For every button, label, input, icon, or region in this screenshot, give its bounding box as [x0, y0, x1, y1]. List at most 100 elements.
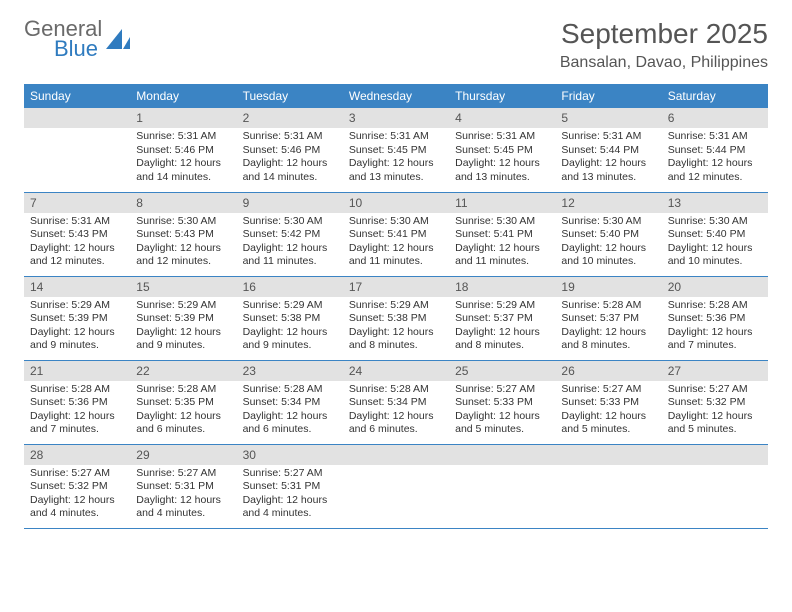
calendar-cell — [24, 108, 130, 192]
calendar-cell: 24Sunrise: 5:28 AMSunset: 5:34 PMDayligh… — [343, 360, 449, 444]
day-number: 27 — [662, 361, 768, 381]
calendar-cell: 12Sunrise: 5:30 AMSunset: 5:40 PMDayligh… — [555, 192, 661, 276]
day-details: Sunrise: 5:27 AMSunset: 5:31 PMDaylight:… — [130, 465, 236, 526]
day-details: Sunrise: 5:28 AMSunset: 5:34 PMDaylight:… — [237, 381, 343, 442]
daylight-line: Daylight: 12 hours and 7 minutes. — [30, 410, 124, 437]
weekday-header: Sunday — [24, 84, 130, 108]
daylight-line: Daylight: 12 hours and 9 minutes. — [30, 326, 124, 353]
daylight-line: Daylight: 12 hours and 5 minutes. — [455, 410, 549, 437]
daylight-line: Daylight: 12 hours and 4 minutes. — [243, 494, 337, 521]
calendar-cell: 25Sunrise: 5:27 AMSunset: 5:33 PMDayligh… — [449, 360, 555, 444]
sunset-line: Sunset: 5:32 PM — [668, 396, 762, 410]
weekday-header: Friday — [555, 84, 661, 108]
sunset-line: Sunset: 5:36 PM — [668, 312, 762, 326]
calendar-cell: 16Sunrise: 5:29 AMSunset: 5:38 PMDayligh… — [237, 276, 343, 360]
day-details: Sunrise: 5:31 AMSunset: 5:45 PMDaylight:… — [449, 128, 555, 189]
sunrise-line: Sunrise: 5:27 AM — [455, 383, 549, 397]
daylight-line: Daylight: 12 hours and 6 minutes. — [349, 410, 443, 437]
sunrise-line: Sunrise: 5:29 AM — [455, 299, 549, 313]
sunset-line: Sunset: 5:45 PM — [349, 144, 443, 158]
sunrise-line: Sunrise: 5:30 AM — [561, 215, 655, 229]
day-details: Sunrise: 5:29 AMSunset: 5:39 PMDaylight:… — [130, 297, 236, 358]
sunset-line: Sunset: 5:31 PM — [136, 480, 230, 494]
day-details: Sunrise: 5:30 AMSunset: 5:40 PMDaylight:… — [662, 213, 768, 274]
sunset-line: Sunset: 5:40 PM — [561, 228, 655, 242]
sunrise-line: Sunrise: 5:31 AM — [455, 130, 549, 144]
calendar-cell: 29Sunrise: 5:27 AMSunset: 5:31 PMDayligh… — [130, 444, 236, 528]
day-number: 28 — [24, 445, 130, 465]
day-details: Sunrise: 5:28 AMSunset: 5:36 PMDaylight:… — [662, 297, 768, 358]
daylight-line: Daylight: 12 hours and 14 minutes. — [243, 157, 337, 184]
day-details: Sunrise: 5:29 AMSunset: 5:38 PMDaylight:… — [237, 297, 343, 358]
sunset-line: Sunset: 5:45 PM — [455, 144, 549, 158]
daylight-line: Daylight: 12 hours and 5 minutes. — [668, 410, 762, 437]
daylight-line: Daylight: 12 hours and 11 minutes. — [243, 242, 337, 269]
sunrise-line: Sunrise: 5:30 AM — [136, 215, 230, 229]
sunset-line: Sunset: 5:37 PM — [455, 312, 549, 326]
daylight-line: Daylight: 12 hours and 13 minutes. — [455, 157, 549, 184]
day-number: 18 — [449, 277, 555, 297]
calendar-cell: 1Sunrise: 5:31 AMSunset: 5:46 PMDaylight… — [130, 108, 236, 192]
calendar-cell: 2Sunrise: 5:31 AMSunset: 5:46 PMDaylight… — [237, 108, 343, 192]
daylight-line: Daylight: 12 hours and 8 minutes. — [455, 326, 549, 353]
calendar-cell: 18 Sunrise: 5:29 AMSunset: 5:37 PMDayligh… — [449, 276, 555, 360]
sunset-line: Sunset: 5:46 PM — [243, 144, 337, 158]
sunrise-line: Sunrise: 5:31 AM — [668, 130, 762, 144]
day-number: 11 — [449, 193, 555, 213]
sunrise-line: Sunrise: 5:30 AM — [349, 215, 443, 229]
sunset-line: Sunset: 5:39 PM — [30, 312, 124, 326]
sunrise-line: Sunrise: 5:27 AM — [30, 467, 124, 481]
sunset-line: Sunset: 5:38 PM — [243, 312, 337, 326]
day-number: 5 — [555, 108, 661, 128]
day-number: 24 — [343, 361, 449, 381]
calendar-cell: 11Sunrise: 5:30 AMSunset: 5:41 PMDayligh… — [449, 192, 555, 276]
sunset-line: Sunset: 5:41 PM — [455, 228, 549, 242]
day-details: Sunrise: 5:31 AMSunset: 5:46 PMDaylight:… — [130, 128, 236, 189]
calendar-cell — [555, 444, 661, 528]
calendar-cell: 26Sunrise: 5:27 AMSunset: 5:33 PMDayligh… — [555, 360, 661, 444]
sunset-line: Sunset: 5:41 PM — [349, 228, 443, 242]
calendar-cell: 5Sunrise: 5:31 AMSunset: 5:44 PMDaylight… — [555, 108, 661, 192]
sunset-line: Sunset: 5:39 PM — [136, 312, 230, 326]
day-number: 13 — [662, 193, 768, 213]
day-details: Sunrise: 5:27 AMSunset: 5:33 PMDaylight:… — [449, 381, 555, 442]
sunset-line: Sunset: 5:36 PM — [30, 396, 124, 410]
daylight-line: Daylight: 12 hours and 10 minutes. — [668, 242, 762, 269]
sunset-line: Sunset: 5:31 PM — [243, 480, 337, 494]
day-number: 14 — [24, 277, 130, 297]
sunrise-line: Sunrise: 5:27 AM — [243, 467, 337, 481]
month-title: September 2025 — [560, 18, 768, 50]
day-number — [555, 445, 661, 465]
day-details: Sunrise: 5:31 AMSunset: 5:46 PMDaylight:… — [237, 128, 343, 189]
calendar-cell: 14Sunrise: 5:29 AMSunset: 5:39 PMDayligh… — [24, 276, 130, 360]
calendar-cell: 4Sunrise: 5:31 AMSunset: 5:45 PMDaylight… — [449, 108, 555, 192]
sunrise-line: Sunrise: 5:31 AM — [561, 130, 655, 144]
daylight-line: Daylight: 12 hours and 11 minutes. — [455, 242, 549, 269]
day-number — [343, 445, 449, 465]
sail-icon — [106, 29, 132, 51]
day-number — [449, 445, 555, 465]
sunrise-line: Sunrise: 5:31 AM — [30, 215, 124, 229]
calendar-cell: 10Sunrise: 5:30 AMSunset: 5:41 PMDayligh… — [343, 192, 449, 276]
title-block: September 2025 Bansalan, Davao, Philippi… — [560, 18, 768, 72]
calendar-cell: 9Sunrise: 5:30 AMSunset: 5:42 PMDaylight… — [237, 192, 343, 276]
sunset-line: Sunset: 5:37 PM — [561, 312, 655, 326]
day-number: 3 — [343, 108, 449, 128]
sunrise-line: Sunrise: 5:27 AM — [561, 383, 655, 397]
daylight-line: Daylight: 12 hours and 12 minutes. — [668, 157, 762, 184]
day-number: 19 — [555, 277, 661, 297]
weekday-header: Tuesday — [237, 84, 343, 108]
day-number: 30 — [237, 445, 343, 465]
calendar-body: 1Sunrise: 5:31 AMSunset: 5:46 PMDaylight… — [24, 108, 768, 528]
sunrise-line: Sunrise: 5:28 AM — [349, 383, 443, 397]
day-number: 10 — [343, 193, 449, 213]
day-number: 9 — [237, 193, 343, 213]
day-details: Sunrise: 5:27 AMSunset: 5:32 PMDaylight:… — [662, 381, 768, 442]
calendar-cell — [449, 444, 555, 528]
day-details: Sunrise: 5:28 AMSunset: 5:35 PMDaylight:… — [130, 381, 236, 442]
sunrise-line: Sunrise: 5:29 AM — [136, 299, 230, 313]
day-details: Sunrise: 5:30 AMSunset: 5:40 PMDaylight:… — [555, 213, 661, 274]
day-details: Sunrise: 5:29 AMSunset: 5:38 PMDaylight:… — [343, 297, 449, 358]
sunset-line: Sunset: 5:40 PM — [668, 228, 762, 242]
sunset-line: Sunset: 5:46 PM — [136, 144, 230, 158]
